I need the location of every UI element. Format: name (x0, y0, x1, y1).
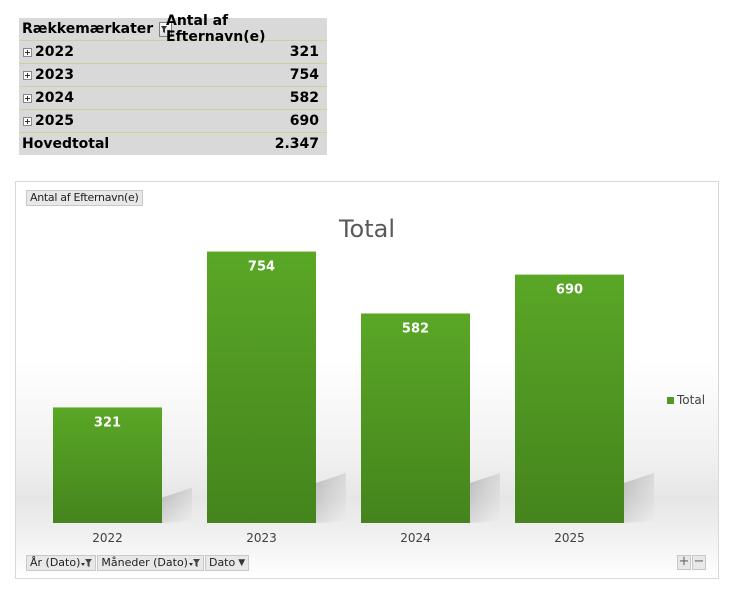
row-value: 690 (289, 113, 319, 129)
filter-dropdown-icon[interactable] (159, 21, 173, 37)
bar[interactable] (207, 251, 316, 523)
bar[interactable] (515, 274, 624, 523)
row-value: 321 (289, 44, 319, 60)
expand-icon[interactable] (23, 116, 32, 126)
bar-shadow (162, 487, 192, 523)
row-label: 2024 (19, 90, 169, 106)
zoom-buttons: + − (677, 555, 706, 570)
grand-total-value: 2.347 (274, 136, 319, 152)
row-label-text: 2024 (35, 90, 74, 106)
chart-legend[interactable]: Total (667, 393, 705, 407)
row-label: 2025 (19, 113, 169, 129)
pivot-row: 2025 690 (19, 110, 327, 133)
x-tick-label: 2022 (92, 531, 123, 545)
expand-icon[interactable] (23, 47, 32, 57)
axis-field-label: Dato (208, 556, 236, 569)
data-label: 754 (248, 260, 275, 275)
bar[interactable] (361, 313, 470, 523)
x-tick-label: 2024 (400, 531, 431, 545)
pivot-row: 2024 582 (19, 87, 327, 110)
pivot-row: 2022 321 (19, 41, 327, 64)
dropdown-arrow-icon: ▼ (238, 558, 246, 568)
filter-icon (81, 559, 93, 567)
grand-total-row: Hovedtotal 2.347 (19, 133, 327, 155)
legend-swatch (667, 396, 674, 404)
chart-title: Total (338, 215, 396, 243)
data-label: 582 (402, 321, 429, 336)
bar-shadow (624, 473, 654, 523)
bar[interactable] (53, 407, 162, 523)
value-field-button[interactable]: Antal af Efternavn(e) (26, 190, 143, 206)
data-label: 321 (94, 415, 121, 430)
x-tick-label: 2023 (246, 531, 277, 545)
chart-plot-area: 321 2022 754 2023 582 2024 690 2025 (53, 251, 654, 545)
pivot-header-row: Rækkemærkater Antal af Efternavn(e) (19, 13, 327, 45)
pivot-row: 2023 754 (19, 64, 327, 87)
value-header: Antal af Efternavn(e) (166, 13, 266, 45)
grand-total-label: Hovedtotal (22, 136, 110, 152)
axis-field-buttons: År (Dato) Måneder (Dato) Dato ▼ (26, 555, 250, 571)
row-labels-header-text: Rækkemærkater (22, 21, 154, 37)
filter-icon (188, 559, 200, 567)
row-label: 2022 (19, 44, 169, 60)
pivot-table: Rækkemærkater Antal af Efternavn(e) 2022… (19, 13, 327, 155)
row-label-text: 2025 (35, 113, 74, 129)
expand-icon[interactable] (23, 70, 32, 80)
axis-field-button[interactable]: Måneder (Dato) (97, 555, 204, 571)
row-labels-header: Rækkemærkater (19, 21, 173, 37)
axis-field-button[interactable]: Dato ▼ (204, 555, 250, 571)
row-label-text: 2022 (35, 44, 74, 60)
pivot-chart[interactable]: Antal af Efternavn(e) Total 321 2022 754 20… (15, 181, 719, 579)
axis-field-label: År (Dato) (30, 556, 81, 569)
bar-shadow (316, 473, 346, 523)
x-tick-label: 2025 (554, 531, 585, 545)
bar-shadow (470, 473, 500, 523)
data-label: 690 (556, 283, 583, 298)
row-value: 582 (289, 90, 319, 106)
axis-field-button[interactable]: År (Dato) (26, 555, 97, 571)
collapse-field-button[interactable]: − (692, 554, 706, 570)
legend-label: Total (677, 393, 706, 407)
row-label-text: 2023 (35, 67, 74, 83)
axis-field-label: Måneder (Dato) (101, 556, 188, 569)
row-value: 754 (289, 67, 319, 83)
row-label: 2023 (19, 67, 169, 83)
expand-icon[interactable] (23, 93, 32, 103)
expand-field-button[interactable]: + (677, 554, 691, 570)
